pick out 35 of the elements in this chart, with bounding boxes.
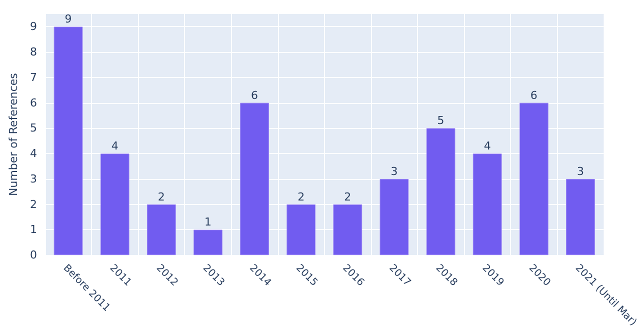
- y-tick-label: 6: [30, 96, 37, 110]
- data-label: 6: [251, 88, 258, 102]
- bar: [519, 102, 548, 256]
- bar: [100, 154, 130, 256]
- bar: [380, 178, 409, 256]
- bar: [54, 26, 83, 256]
- y-tick-label: 9: [30, 20, 37, 34]
- bar: [146, 204, 176, 256]
- y-tick-label: 4: [30, 147, 37, 160]
- bar: [194, 230, 222, 256]
- bar: [286, 204, 316, 256]
- data-label: 6: [530, 88, 538, 102]
- y-tick-label: 7: [30, 70, 37, 84]
- y-tick-label: 5: [30, 122, 37, 135]
- data-label: 2: [344, 190, 352, 204]
- data-label: 4: [484, 140, 491, 153]
- data-label: 2: [158, 190, 165, 204]
- data-label: 3: [576, 164, 584, 178]
- data-label: 4: [111, 140, 118, 153]
- data-label: 3: [390, 164, 398, 178]
- data-label: 9: [64, 12, 72, 26]
- bar: [566, 178, 595, 256]
- y-axis-title: Number of References: [7, 72, 20, 196]
- data-label: 1: [204, 216, 212, 229]
- y-tick-label: 1: [30, 223, 37, 236]
- bar: [426, 128, 456, 256]
- data-label: 5: [437, 114, 444, 128]
- y-tick-label: 0: [30, 248, 37, 262]
- data-label: 2: [298, 190, 305, 204]
- y-tick-label: 3: [30, 172, 37, 186]
- bar: [240, 102, 269, 256]
- bar: [333, 204, 362, 256]
- y-tick-label: 8: [30, 46, 37, 59]
- y-tick-label: 2: [30, 198, 37, 211]
- bar: [472, 154, 502, 256]
